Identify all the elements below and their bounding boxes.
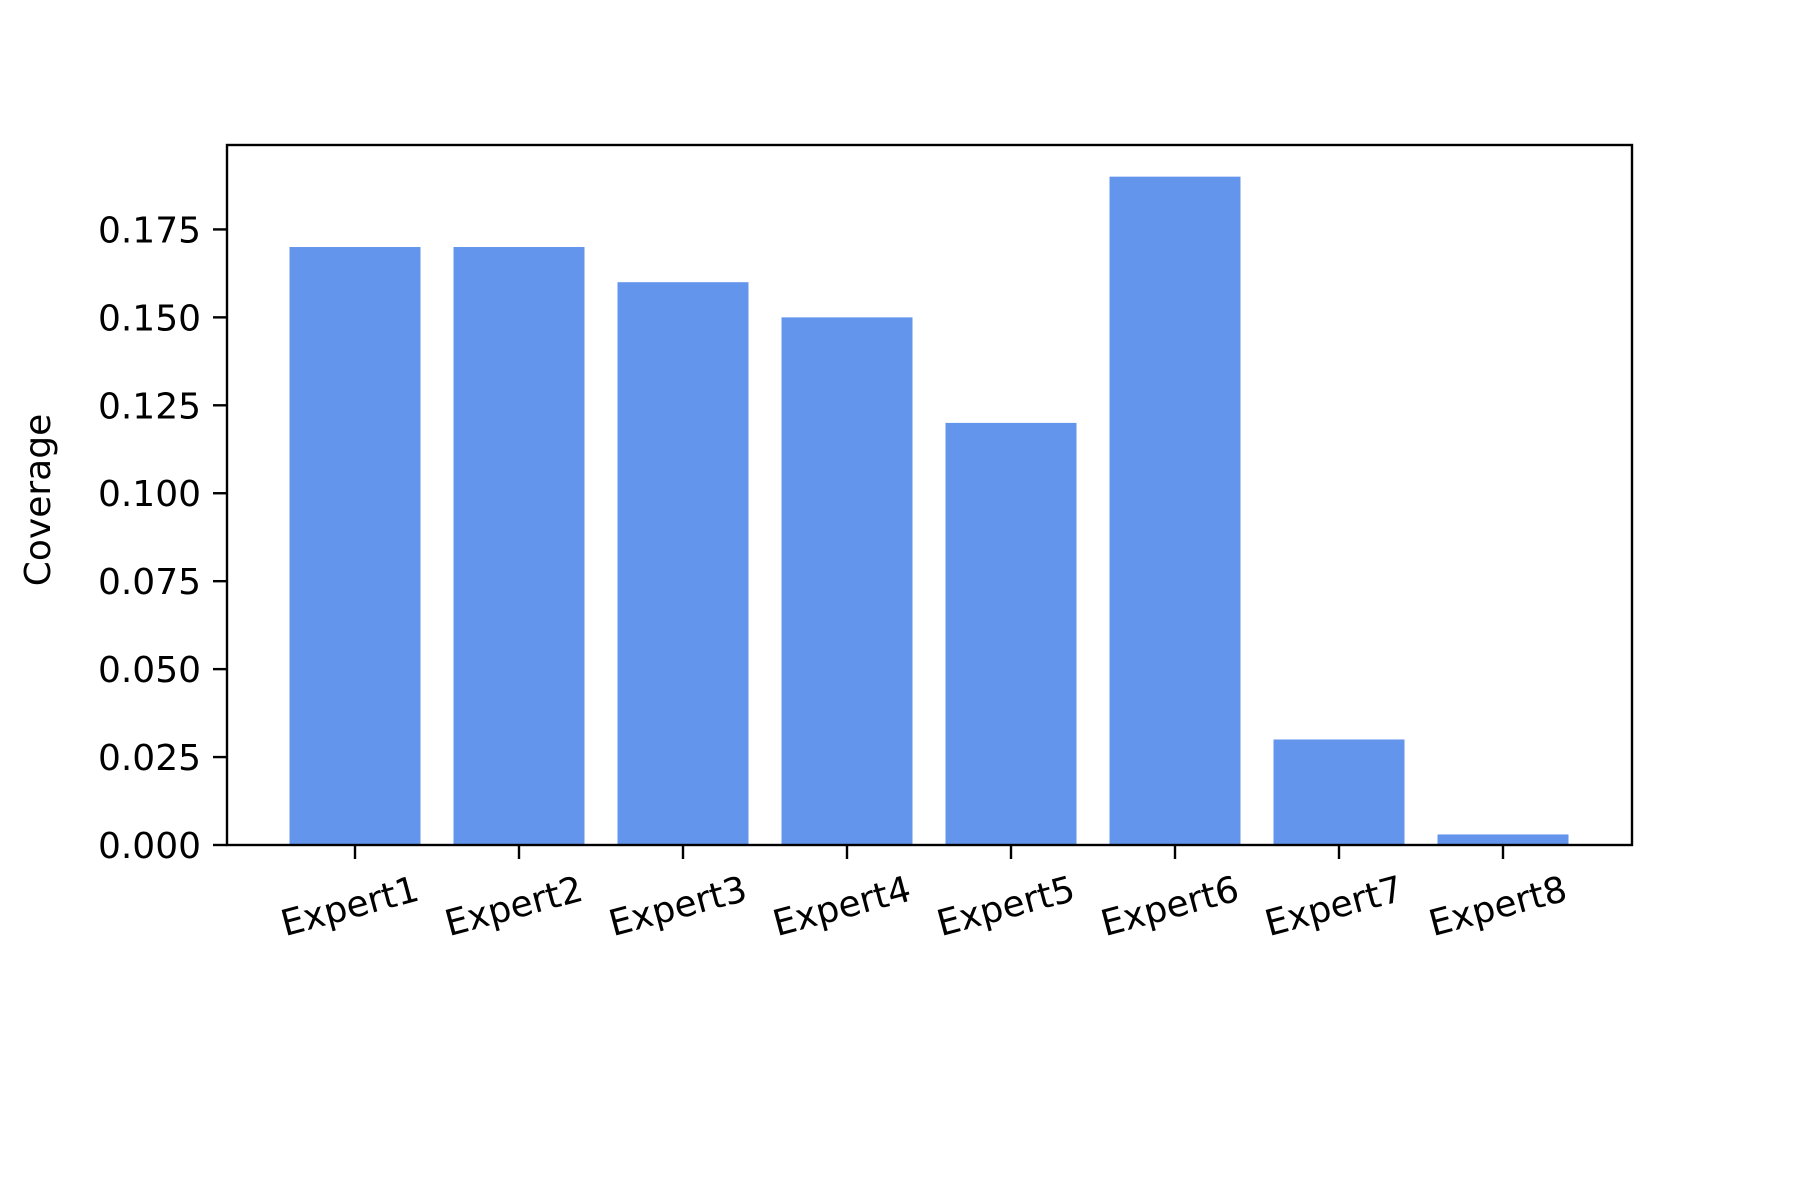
bar-expert7 [1273,739,1405,845]
bar-expert2 [453,247,585,845]
y-tick-label: 0.050 [98,650,201,691]
bar-expert4 [781,317,913,845]
y-tick-label: 0.125 [98,386,201,427]
y-tick-label: 0.075 [98,562,201,603]
x-tick-label: Expert1 [277,869,424,945]
x-axis: Expert1 Expert2 Expert3 Expert4 Expert5 Exper… [277,845,1572,945]
y-axis: 0.000 0.025 0.050 0.075 0.100 0.125 0.150 0.175 [98,210,227,867]
x-tick-label: Expert6 [1097,869,1244,945]
plot-frame [225,143,1634,847]
x-tick-label: Expert7 [1261,869,1408,945]
x-tick-label: Expert3 [605,869,752,945]
x-tick-label: Expert5 [933,869,1080,945]
bar-expert8 [1437,834,1569,845]
y-axis-title: Coverage [18,414,59,586]
bar-expert1 [289,247,421,845]
y-tick-label: 0.175 [98,210,201,251]
y-tick-label: 0.000 [98,826,201,867]
bar-expert3 [617,282,749,845]
x-tick-label: Expert8 [1425,869,1572,945]
bars-layer [289,176,1569,845]
y-tick-label: 0.025 [98,738,201,779]
x-tick-label: Expert2 [441,869,588,945]
bar-expert5 [945,422,1077,845]
y-tick-label: 0.150 [98,298,201,339]
x-tick-label: Expert4 [769,869,916,945]
bar-expert6 [1109,176,1241,845]
y-tick-label: 0.100 [98,474,201,515]
